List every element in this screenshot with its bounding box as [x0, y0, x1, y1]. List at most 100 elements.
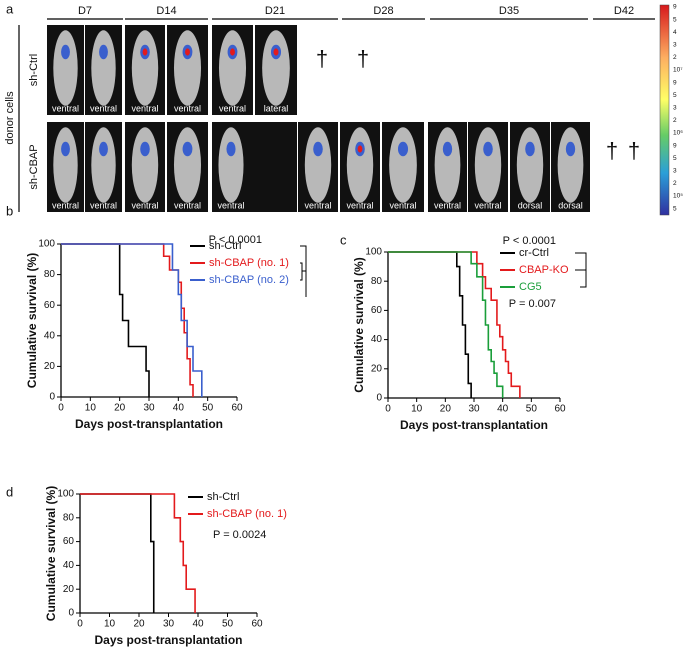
- x-tick-label: 30: [143, 403, 155, 414]
- signal: [397, 141, 409, 157]
- colorbar-label: 9: [673, 4, 677, 11]
- mouse: [389, 127, 417, 203]
- view-label: ventral: [90, 200, 117, 210]
- signal: [483, 141, 493, 157]
- x-tick-label: 50: [222, 619, 234, 630]
- signal: [226, 141, 236, 157]
- x-tick-label: 40: [173, 403, 185, 414]
- row-label: sh-Ctrl: [28, 54, 40, 86]
- x-tick-label: 60: [251, 619, 263, 630]
- x-tick-label: 50: [526, 404, 538, 415]
- signal: [140, 141, 150, 157]
- survival-curve: [80, 493, 155, 613]
- mouse: [346, 127, 374, 203]
- panel-letter: d: [6, 484, 13, 499]
- view-label: ventral: [474, 200, 501, 210]
- y-axis-label: Cumulative survival (%): [352, 257, 366, 392]
- signal: [61, 44, 70, 60]
- bracket: [300, 245, 307, 297]
- survival-curve: [61, 243, 150, 397]
- colorbar-label: 2: [673, 180, 677, 187]
- view-label: ventral: [219, 103, 246, 113]
- view-label: ventral: [52, 103, 79, 113]
- mouse: [173, 30, 202, 106]
- view-label: ventral: [434, 200, 461, 210]
- view-label: lateral: [264, 103, 289, 113]
- mouse: [516, 127, 544, 203]
- colorbar-label: 3: [673, 42, 677, 49]
- x-tick-label: 30: [163, 619, 175, 630]
- x-tick-label: 20: [440, 404, 452, 415]
- day-label: D35: [499, 5, 519, 17]
- y-tick-label: 60: [44, 300, 56, 311]
- x-tick-label: 50: [202, 403, 214, 414]
- survival-curve: [80, 493, 196, 613]
- mouse: [53, 30, 78, 106]
- survival-curve: [388, 251, 504, 398]
- x-tick-label: 40: [497, 404, 509, 415]
- view-label: ventral: [52, 200, 79, 210]
- signal: [313, 141, 323, 157]
- x-tick-label: 30: [468, 404, 480, 415]
- x-tick-label: 0: [385, 404, 391, 415]
- legend-label: sh-Ctrl: [207, 491, 239, 503]
- y-tick-label: 100: [38, 239, 55, 250]
- x-tick-label: 10: [104, 619, 116, 630]
- panel-letter: c: [340, 232, 347, 247]
- day-label: D21: [265, 5, 285, 17]
- y-tick-label: 40: [44, 330, 56, 341]
- x-tick-label: 20: [133, 619, 145, 630]
- colorbar: [659, 4, 670, 216]
- view-label: ventral: [174, 103, 201, 113]
- y-tick-label: 0: [376, 393, 382, 404]
- mouse: [262, 30, 290, 106]
- mouse: [304, 127, 332, 203]
- mouse: [131, 127, 159, 203]
- y-tick-label: 0: [68, 608, 74, 619]
- view-label: dorsal: [558, 200, 583, 210]
- y-tick-label: 60: [371, 305, 383, 316]
- dagger: †: [606, 138, 618, 163]
- panel-letter: a: [6, 1, 14, 16]
- legend-label: sh-CBAP (no. 1): [207, 508, 287, 520]
- view-label: ventral: [90, 103, 117, 113]
- colorbar-label: 4: [673, 29, 677, 36]
- y-tick-label: 20: [371, 363, 383, 374]
- colorbar-label: 2: [673, 117, 677, 124]
- day-label: D28: [373, 5, 393, 17]
- mouse: [557, 127, 584, 203]
- colorbar-label: 3: [673, 105, 677, 112]
- colorbar-label: 9: [673, 79, 677, 86]
- survival-curve: [388, 251, 472, 398]
- signal: [357, 145, 363, 153]
- view-label: ventral: [217, 200, 244, 210]
- x-axis-label: Days post-transplantation: [75, 417, 223, 431]
- p-value: P = 0.0024: [213, 529, 266, 541]
- day-label: D42: [614, 5, 634, 17]
- signal: [99, 44, 108, 60]
- dagger: †: [628, 138, 640, 163]
- signal: [182, 141, 193, 157]
- bracket: [575, 253, 590, 287]
- x-tick-label: 20: [114, 403, 126, 414]
- signal: [99, 141, 108, 157]
- survival-curve: [388, 251, 521, 398]
- x-tick-label: 10: [411, 404, 423, 415]
- legend-label: sh-CBAP (no. 1): [209, 257, 289, 269]
- mouse: [218, 127, 244, 203]
- panel-letter: b: [6, 203, 13, 218]
- group-label: donor cells: [4, 91, 16, 145]
- x-axis-label: Days post-transplantation: [94, 633, 242, 647]
- p-value: P = 0.007: [509, 298, 556, 310]
- colorbar-label: 2: [673, 54, 677, 61]
- mouse: [173, 127, 202, 203]
- signal: [61, 141, 70, 157]
- colorbar-label: 10⁷: [673, 67, 683, 74]
- legend-label: sh-Ctrl: [209, 240, 241, 252]
- mouse: [131, 30, 159, 106]
- y-tick-label: 100: [57, 489, 74, 500]
- p-value: P < 0.0001: [209, 234, 262, 246]
- x-axis-label: Days post-transplantation: [400, 418, 548, 432]
- survival-curve: [61, 243, 203, 397]
- legend-label: sh-CBAP (no. 2): [209, 274, 289, 286]
